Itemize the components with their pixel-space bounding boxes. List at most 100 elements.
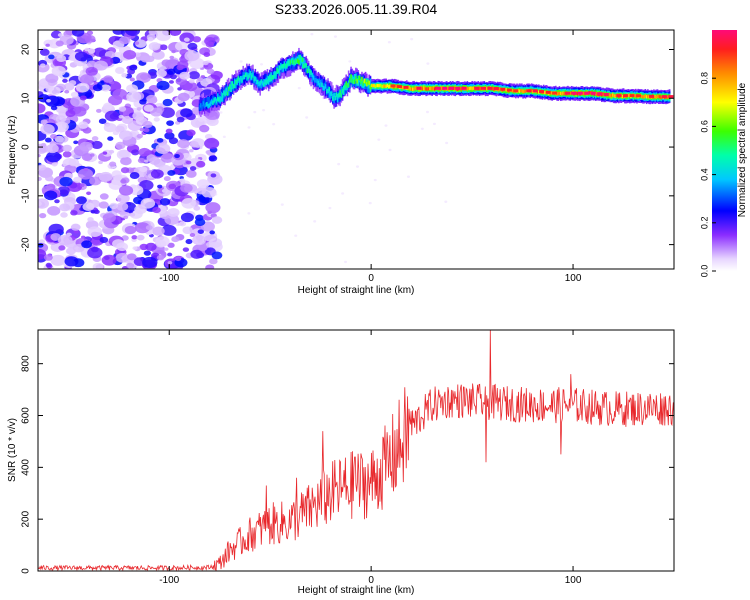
ridge-cell — [447, 87, 449, 91]
ridge-cell — [236, 78, 238, 83]
noise-blob — [98, 118, 107, 124]
noise-blob — [79, 74, 95, 85]
ridge-cell — [242, 75, 245, 80]
figure-title: S233.2026.005.11.39.R04 — [275, 1, 438, 17]
noise-blob — [40, 142, 47, 147]
noise-blob — [56, 54, 67, 63]
ridge-peak — [623, 94, 629, 98]
noise-blob — [38, 164, 47, 171]
noise-blob — [196, 187, 207, 195]
noise-blob — [388, 148, 392, 152]
ridge-cell — [347, 82, 350, 87]
ridge-cell — [615, 93, 618, 98]
noise-blob — [180, 183, 193, 193]
ridge-cell — [368, 80, 371, 85]
noise-blob — [43, 190, 58, 201]
ridge-cell — [203, 104, 206, 109]
noise-blob — [205, 41, 215, 48]
noise-blob — [196, 160, 206, 168]
ridge-cell — [466, 87, 469, 91]
noise-blob — [247, 212, 251, 215]
noise-blob — [183, 37, 190, 42]
ridge-peak — [564, 91, 570, 95]
ridge-cell — [382, 84, 385, 88]
ridge-cell — [544, 90, 546, 95]
ridge-cell — [309, 69, 311, 78]
ridge-cell — [588, 91, 591, 95]
noise-blob — [70, 91, 79, 98]
noise-blob — [189, 232, 196, 238]
ridge-cell — [282, 63, 285, 69]
noise-blob — [103, 75, 114, 83]
noise-blob — [50, 254, 66, 266]
ridge-cell — [214, 96, 217, 102]
ridge-cell — [223, 90, 225, 95]
ridge-cell — [208, 103, 211, 108]
noise-blob — [156, 69, 167, 78]
ridge-cell — [471, 87, 473, 91]
ridge-cell — [363, 78, 366, 84]
ridge-cell — [304, 63, 306, 68]
ridge-cell — [311, 72, 314, 78]
noise-blob — [163, 176, 171, 182]
noise-blob — [89, 176, 102, 186]
ridge-cell — [356, 71, 358, 83]
noise-blob — [123, 215, 129, 220]
ridge-cell — [243, 74, 246, 80]
snr-y-tick-label: 200 — [21, 510, 32, 527]
ridge-cell — [381, 84, 384, 89]
noise-blob — [432, 122, 436, 126]
ridge-cell — [276, 68, 278, 73]
ridge-cell — [353, 73, 356, 82]
noise-blob — [280, 203, 284, 206]
noise-blob — [114, 67, 125, 75]
ridge-cell — [310, 70, 312, 76]
ridge-cell — [240, 76, 242, 81]
ridge-cell — [298, 55, 300, 63]
ridge-cell — [642, 95, 644, 99]
noise-blob — [102, 213, 116, 223]
spectrogram-y-tick-label: 20 — [21, 44, 32, 56]
noise-blob — [373, 178, 377, 182]
ridge-cell — [421, 87, 424, 91]
ridge-cell — [341, 88, 344, 94]
ridge-cell — [249, 70, 252, 76]
ridge-cell — [292, 59, 294, 65]
noise-blob — [156, 254, 165, 261]
noise-blob — [155, 30, 171, 42]
ridge-cell — [259, 80, 261, 86]
ridge-cell — [613, 94, 615, 98]
noise-blob — [210, 70, 223, 80]
ridge-cell — [279, 65, 282, 70]
noise-blob — [313, 220, 317, 223]
noise-blob — [92, 262, 104, 269]
ridge-cell — [349, 77, 351, 89]
ridge-cell — [645, 95, 648, 99]
ridge-cell — [301, 61, 304, 69]
noise-blob — [445, 141, 449, 145]
ridge-cell — [258, 81, 260, 87]
ridge-peak — [390, 84, 396, 88]
ridge-cell — [340, 86, 343, 94]
noise-blob — [344, 260, 348, 264]
ridge-cell — [237, 76, 240, 81]
ridge-cell — [431, 87, 434, 91]
ridge-cell — [432, 86, 435, 91]
noise-blob — [253, 110, 257, 114]
ridge-cell — [226, 91, 229, 96]
noise-blob — [132, 246, 138, 251]
ridge-cell — [369, 84, 372, 90]
ridge-peak — [539, 90, 545, 94]
noise-blob — [131, 235, 138, 240]
ridge-cell — [369, 78, 372, 90]
ridge-cell — [413, 87, 415, 91]
ridge-cell — [207, 103, 209, 109]
ridge-cell — [559, 91, 562, 95]
noise-blob — [137, 157, 146, 164]
noise-blob — [39, 48, 50, 56]
noise-blob — [115, 252, 130, 263]
noise-blob — [175, 256, 182, 262]
noise-blob — [152, 207, 161, 214]
noise-blob — [112, 239, 125, 249]
noise-blob — [116, 202, 129, 211]
